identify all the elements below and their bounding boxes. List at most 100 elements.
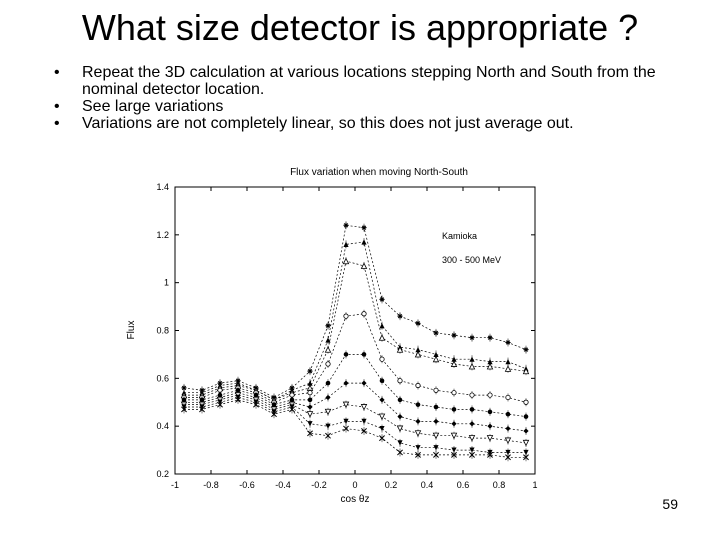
chart-lines: [183, 224, 527, 458]
data-point: [307, 404, 313, 410]
data-point: [378, 334, 386, 341]
data-point: [486, 362, 494, 370]
data-point: [415, 445, 421, 451]
data-point: [451, 407, 457, 412]
data-point: [378, 413, 386, 421]
data-point: [343, 241, 349, 247]
data-point: [397, 378, 403, 384]
bullet-text: See large variations: [82, 98, 224, 115]
data-point: [433, 418, 439, 424]
data-point: [505, 454, 511, 461]
data-point: [271, 411, 277, 418]
data-point: [505, 449, 511, 456]
data-point: [235, 396, 241, 403]
x-tick-label: 0.4: [421, 480, 434, 490]
data-point: [451, 447, 457, 453]
data-point: [307, 430, 313, 437]
data-point: [307, 397, 313, 403]
data-point: [523, 347, 529, 353]
data-point: [325, 323, 331, 329]
y-tick-label: 0.2: [156, 469, 169, 479]
data-point: [397, 440, 403, 446]
data-point: [379, 397, 385, 403]
series-line: [184, 399, 526, 458]
data-point: [360, 404, 368, 411]
data-point: [415, 402, 421, 407]
data-point: [451, 356, 457, 362]
data-point: [505, 358, 511, 365]
y-axis-label: Flux: [126, 321, 137, 340]
data-point: [469, 447, 475, 453]
data-point: [325, 432, 331, 439]
data-point: [181, 406, 187, 413]
data-point: [396, 346, 404, 353]
data-point: [361, 427, 367, 434]
data-point: [307, 421, 313, 427]
data-point: [487, 392, 493, 398]
data-point: [469, 421, 475, 427]
data-point: [181, 385, 187, 391]
data-point: [432, 355, 440, 363]
data-point: [379, 435, 385, 442]
data-point: [487, 451, 493, 458]
data-point: [486, 435, 494, 442]
y-tick-label: 1: [164, 278, 169, 288]
data-point: [361, 311, 367, 317]
data-point: [505, 411, 511, 417]
data-point: [450, 360, 458, 367]
y-tick-label: 0.8: [156, 326, 169, 336]
series-line: [184, 397, 526, 453]
data-point: [325, 361, 331, 367]
data-point: [307, 390, 313, 396]
data-point: [505, 339, 511, 346]
data-point: [361, 380, 367, 386]
data-point: [396, 425, 404, 433]
data-point: [433, 351, 439, 358]
data-point: [468, 362, 476, 370]
x-tick-label: -0.2: [311, 480, 327, 490]
data-point: [342, 257, 350, 265]
series-line: [184, 241, 527, 401]
data-point: [379, 323, 385, 329]
bullet-text: Repeat the 3D calculation at various loc…: [82, 64, 656, 98]
data-point: [397, 414, 403, 420]
x-tick-label: 0.8: [493, 480, 506, 490]
data-point: [451, 451, 457, 458]
data-point: [433, 404, 439, 410]
data-point: [487, 409, 493, 415]
x-tick-label: -0.8: [203, 480, 219, 490]
bullet-item: • See large variations: [54, 98, 694, 115]
bullet-marker: •: [54, 115, 60, 132]
data-point: [307, 380, 313, 386]
data-point: [217, 401, 223, 408]
data-point: [343, 222, 349, 228]
data-point: [306, 411, 314, 418]
data-point: [487, 335, 493, 341]
data-point: [523, 449, 529, 456]
data-point: [325, 337, 331, 343]
data-point: [450, 432, 458, 440]
data-point: [415, 418, 421, 424]
data-point: [487, 358, 493, 365]
data-point: [343, 418, 349, 424]
series-line: [184, 313, 527, 403]
data-point: [451, 332, 457, 338]
series-line: [184, 394, 527, 444]
data-point: [432, 432, 440, 440]
data-point: [379, 425, 385, 432]
series-line: [184, 260, 527, 401]
data-point: [451, 390, 457, 396]
data-point: [523, 399, 529, 405]
y-tick-label: 1.4: [156, 182, 169, 192]
slide-title: What size detector is appropriate ?: [81, 7, 639, 48]
data-point: [469, 356, 475, 362]
data-point: [307, 368, 313, 374]
chart-ticks: -1 -0.8 -0.6 -0.4 -0.2 0 0.2 0.4 0.6 0.8 1 0.2 0.4 0.…: [156, 182, 537, 490]
data-point: [379, 296, 385, 303]
data-point: [397, 449, 403, 456]
data-point: [361, 352, 367, 357]
chart-title: Flux variation when moving North-South: [290, 167, 468, 178]
data-point: [324, 346, 332, 353]
data-point: [523, 454, 529, 461]
plot-frame: [174, 186, 536, 475]
